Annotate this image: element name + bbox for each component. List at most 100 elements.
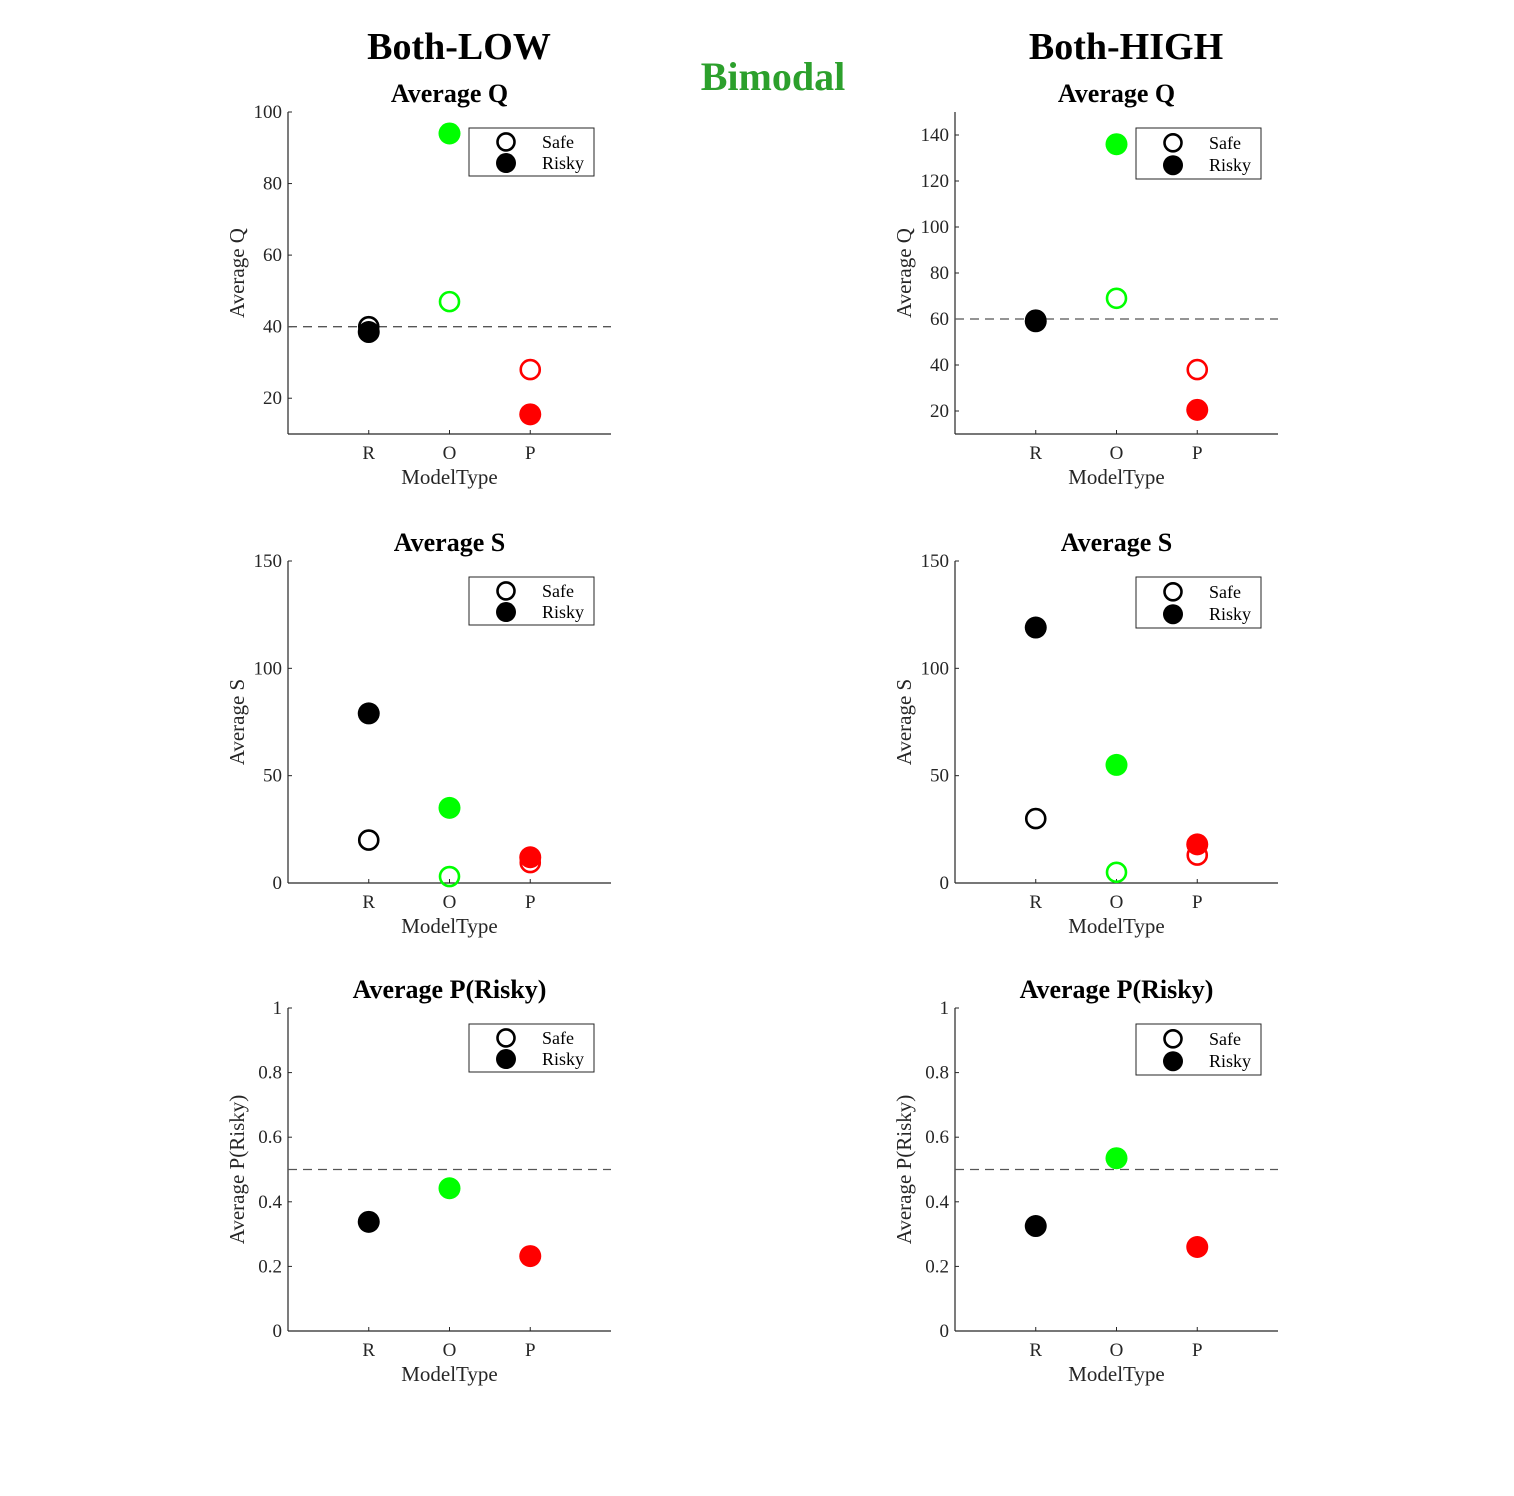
legend-risky-marker xyxy=(496,602,516,623)
legend-box xyxy=(468,576,595,626)
panel-title: Average S xyxy=(394,528,505,557)
legend-safe-label: Safe xyxy=(1209,582,1241,602)
y-tick-label: 100 xyxy=(921,658,950,679)
y-tick-label: 20 xyxy=(930,401,949,422)
x-tick-label: P xyxy=(1192,892,1203,913)
legend-box xyxy=(468,1023,595,1073)
x-tick-label: R xyxy=(1029,892,1042,913)
y-tick-label: 0.8 xyxy=(258,1063,282,1084)
y-tick-label: 0.2 xyxy=(258,1256,282,1277)
y-tick-label: 50 xyxy=(930,766,949,787)
column-title-both-high: Both-HIGH xyxy=(1029,26,1223,68)
x-tick-label: R xyxy=(362,443,375,464)
x-axis-label: ModelType xyxy=(1068,465,1165,489)
x-axis-label: ModelType xyxy=(1068,1362,1165,1386)
safe-point-P xyxy=(519,358,542,381)
risky-point-P xyxy=(1186,833,1209,856)
safe-point-R xyxy=(357,829,380,851)
y-tick-label: 20 xyxy=(263,388,282,409)
legend-safe-label: Safe xyxy=(542,1028,574,1048)
y-tick-label: 120 xyxy=(921,171,950,192)
x-tick-label: R xyxy=(1029,443,1042,464)
y-tick-label: 0 xyxy=(940,1321,950,1342)
safe-point-O xyxy=(1105,287,1128,310)
y-tick-label: 0.8 xyxy=(925,1063,949,1084)
y-axis-label: Average S xyxy=(225,679,249,766)
legend-risky-marker xyxy=(1163,604,1183,625)
legend-box xyxy=(1135,576,1262,629)
panel-title: Average S xyxy=(1061,528,1172,557)
y-tick-label: 0.6 xyxy=(258,1127,282,1148)
legend-risky-marker xyxy=(496,1049,516,1070)
legend-risky-marker xyxy=(496,153,516,174)
risky-point-P xyxy=(1186,1236,1209,1259)
safe-point-R xyxy=(1024,807,1047,830)
main-title: Bimodal xyxy=(701,54,845,99)
y-tick-label: 60 xyxy=(930,309,949,330)
risky-point-P xyxy=(1186,398,1209,421)
x-tick-label: P xyxy=(1192,1340,1203,1361)
risky-point-R xyxy=(1024,1215,1047,1238)
risky-point-O xyxy=(1105,1147,1128,1170)
y-tick-label: 0.4 xyxy=(258,1192,282,1213)
column-title-both-low: Both-LOW xyxy=(367,26,551,68)
y-tick-label: 150 xyxy=(254,551,283,572)
y-tick-label: 150 xyxy=(921,551,950,572)
x-tick-label: R xyxy=(362,892,375,913)
x-tick-label: P xyxy=(525,1340,536,1361)
x-tick-label: O xyxy=(443,892,457,913)
y-tick-label: 0 xyxy=(273,1321,283,1342)
x-axis-label: ModelType xyxy=(401,465,498,489)
risky-point-O xyxy=(438,1177,461,1200)
legend-safe-marker xyxy=(496,132,516,152)
x-tick-label: R xyxy=(362,1340,375,1361)
panel-title: Average Q xyxy=(1058,79,1175,108)
legend-box xyxy=(1135,1023,1262,1076)
x-axis-label: ModelType xyxy=(401,914,498,938)
legend-risky-label: Risky xyxy=(542,1049,584,1069)
risky-point-O xyxy=(1105,133,1128,156)
panel-title: Average Q xyxy=(391,79,508,108)
x-tick-label: O xyxy=(1110,443,1124,464)
legend-risky-label: Risky xyxy=(1209,604,1251,624)
y-tick-label: 0.4 xyxy=(925,1192,949,1213)
y-tick-label: 0.2 xyxy=(925,1256,949,1277)
y-tick-label: 140 xyxy=(921,125,950,146)
panel-4: Average S 0 50 100 150 R O P ModelType Average S S… xyxy=(892,528,1278,938)
risky-point-P xyxy=(519,403,542,426)
legend-risky-label: Risky xyxy=(542,602,584,622)
panel-6: Average P(Risky) 0 0.2 0.4 0.6 0.8 1 R O P ModelTy… xyxy=(892,975,1278,1386)
y-axis-label: Average Q xyxy=(892,228,916,318)
safe-point-O xyxy=(1105,861,1128,884)
legend-risky-marker xyxy=(1163,1051,1183,1072)
safe-point-O xyxy=(438,290,461,313)
y-tick-label: 60 xyxy=(263,245,282,266)
y-tick-label: 0.6 xyxy=(925,1127,949,1148)
x-tick-label: O xyxy=(1110,1340,1124,1361)
legend-safe-marker xyxy=(1163,1028,1183,1049)
y-tick-label: 80 xyxy=(263,174,282,195)
legend-safe-label: Safe xyxy=(1209,1029,1241,1049)
panel-title: Average P(Risky) xyxy=(1020,975,1214,1004)
x-tick-label: P xyxy=(525,443,536,464)
panel-3: Average S 0 50 100 150 R O P ModelType Average S S… xyxy=(225,528,611,938)
risky-point-O xyxy=(438,122,461,145)
x-tick-label: R xyxy=(1029,1340,1042,1361)
y-tick-label: 40 xyxy=(263,317,282,338)
risky-point-O xyxy=(438,796,461,819)
x-tick-label: P xyxy=(1192,443,1203,464)
x-axis-label: ModelType xyxy=(1068,914,1165,938)
x-tick-label: O xyxy=(443,443,457,464)
legend-safe-label: Safe xyxy=(1209,133,1241,153)
legend-risky-label: Risky xyxy=(542,153,584,173)
risky-point-R xyxy=(357,1210,380,1233)
y-tick-label: 100 xyxy=(921,217,950,238)
x-tick-label: P xyxy=(525,892,536,913)
legend-safe-marker xyxy=(1163,132,1183,153)
